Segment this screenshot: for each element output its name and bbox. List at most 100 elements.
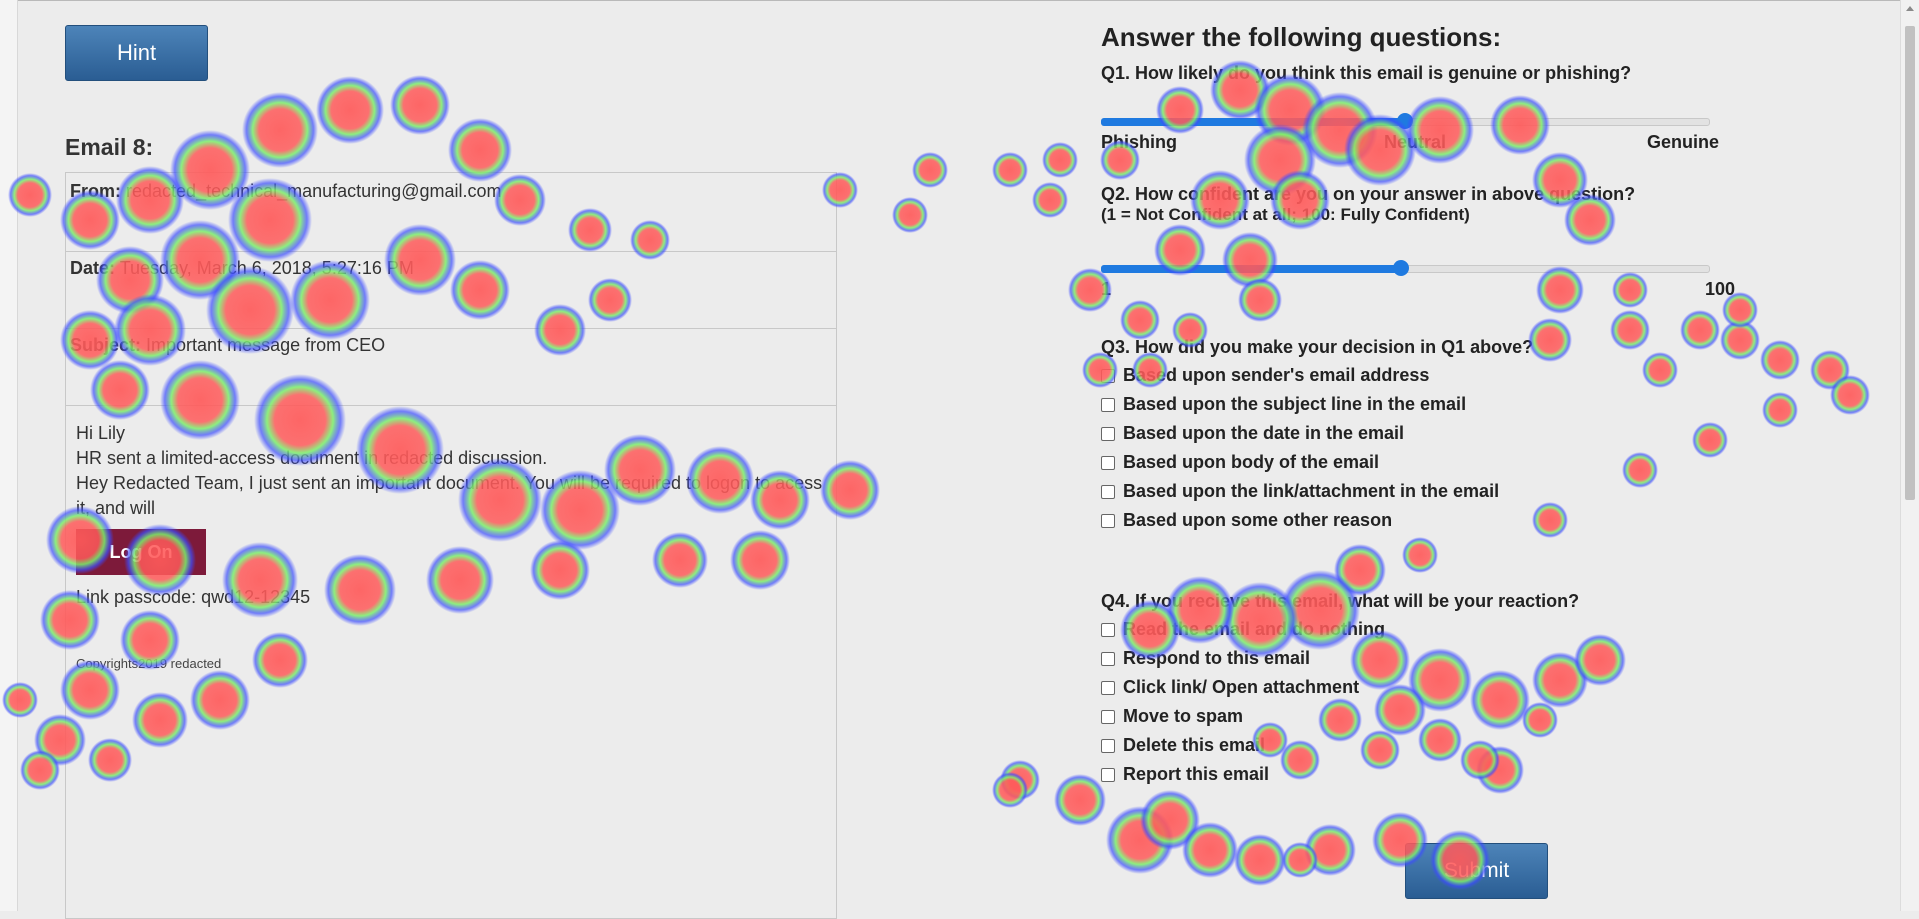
q3-option-checkbox[interactable] [1101,397,1115,412]
heatmap-blob [992,772,1028,808]
email-panel: From: redacted_technical_manufacturing@g… [65,172,837,919]
q3-label: Q3. How did you make your decision in Q1… [1101,337,1534,357]
vertical-scrollbar[interactable] [1900,0,1919,911]
logon-button[interactable]: Log On [76,529,206,575]
q1-slider[interactable] [1101,113,1710,129]
q3-option[interactable]: Based upon the subject line in the email [1101,390,1881,419]
q4-option-checkbox[interactable] [1101,651,1115,666]
q4-option-label: Report this email [1123,764,1270,784]
heatmap-blob [1304,824,1356,876]
heatmap-blob [1234,834,1286,886]
questions-title: Answer the following questions: [1101,22,1502,52]
q1-slider-knob[interactable] [1396,113,1413,129]
scrollbar-thumb[interactable] [1905,26,1915,500]
window-top-border [0,0,1919,1]
body-line: HR sent a limited-access document in red… [76,448,548,468]
heatmap-blob [1032,182,1068,218]
q4-option-label: Click link/ Open attachment [1123,677,1360,697]
email-from-row: From: redacted_technical_manufacturing@g… [66,173,836,252]
body-line: Hey Redacted Team, I just sent an import… [76,473,823,518]
q4-option-checkbox[interactable] [1101,622,1115,637]
q4-options: Read the email and do nothing Respond to … [1101,615,1881,789]
copyright-text: Copyrights2019 redacted [76,656,222,671]
email-heading: Email 8: [65,134,154,160]
q4-option-label: Delete this email [1123,735,1266,755]
q4-option[interactable]: Delete this email [1101,731,1881,760]
q4-option-label: Move to spam [1123,706,1244,726]
q2-scale-max: 100 [1705,279,1736,299]
q4-option-checkbox[interactable] [1101,738,1115,753]
q3-option-label: Based upon the date in the email [1123,423,1405,443]
link-passcode: Link passcode: qwd12-12345 [76,587,311,607]
q4-option[interactable]: Respond to this email [1101,644,1881,673]
q1-scale: Phishing Neutral Genuine [1101,132,1741,154]
q3-options: Based upon sender's email address Based u… [1101,361,1881,535]
hint-button[interactable]: Hint [65,25,208,81]
q3-option-label: Based upon the link/attachment in the em… [1123,481,1500,501]
q3-option-checkbox[interactable] [1101,426,1115,441]
heatmap-blob [992,152,1028,188]
from-label: From: [70,181,121,201]
q4-option[interactable]: Read the email and do nothing [1101,615,1881,644]
date-value: Tuesday, March 6, 2018, 5:27:16 PM [119,258,414,278]
subject-label: Subject: [70,335,142,355]
q1-scale-min: Phishing [1101,132,1177,152]
q2-scale: 1 100 [1101,279,1741,301]
from-value: redacted_technical_manufacturing@gmail.c… [126,181,502,201]
heatmap-blob [1000,760,1040,800]
q2-sublabel: (1 = Not Confident at all; 100: Fully Co… [1101,205,1470,224]
q4-option-label: Read the email and do nothing [1123,619,1386,639]
email-date-row: Date: Tuesday, March 6, 2018, 5:27:16 PM [66,252,836,329]
q3-option[interactable]: Based upon some other reason [1101,506,1881,535]
left-gutter [0,0,18,911]
q4-option[interactable]: Click link/ Open attachment [1101,673,1881,702]
heatmap-blob [242,92,318,168]
q3-option[interactable]: Based upon body of the email [1101,448,1881,477]
q4-option[interactable]: Report this email [1101,760,1881,789]
q4-option-checkbox[interactable] [1101,767,1115,782]
heatmap-blob [316,76,384,144]
scroll-up-arrow-icon[interactable] [1906,6,1914,11]
q4-option-checkbox[interactable] [1101,709,1115,724]
heatmap-blob [20,750,60,790]
q3-option-checkbox[interactable] [1101,368,1115,383]
heatmap-blob [1054,774,1106,826]
q2-slider[interactable] [1101,260,1710,276]
heatmap-blob [1282,842,1318,878]
q3-option[interactable]: Based upon sender's email address [1101,361,1881,390]
email-body: Hi Lily HR sent a limited-access documen… [76,421,836,610]
q3-option-checkbox[interactable] [1101,513,1115,528]
q4-option-checkbox[interactable] [1101,680,1115,695]
submit-button[interactable]: Submit [1405,843,1548,899]
q3-option-label: Based upon some other reason [1123,510,1393,530]
date-label: Date: [70,258,116,278]
heatmap-blob [912,152,948,188]
heatmap-blob [892,197,928,233]
q1-label: Q1. How likely do you think this email i… [1101,63,1632,83]
heatmap-blob [1182,822,1238,878]
q3-option-label: Based upon body of the email [1123,452,1380,472]
q3-option-label: Based upon the subject line in the email [1123,394,1467,414]
email-subject-row: Subject: Important message from CEO [66,329,836,406]
q1-scale-mid: Neutral [1384,132,1447,152]
q3-option[interactable]: Based upon the link/attachment in the em… [1101,477,1881,506]
q3-option-label: Based upon sender's email address [1123,365,1430,385]
q4-option-label: Respond to this email [1123,648,1311,668]
q2-slider-knob[interactable] [1393,260,1410,276]
q2-scale-min: 1 [1101,279,1112,299]
q1-scale-max: Genuine [1647,132,1720,152]
heatmap-blob [1042,142,1078,178]
questions-panel: Answer the following questions: Q1. How … [1101,22,1881,789]
q3-option-checkbox[interactable] [1101,484,1115,499]
heatmap-blob [1106,806,1174,874]
heatmap-blob [1140,790,1200,850]
q3-option[interactable]: Based upon the date in the email [1101,419,1881,448]
q4-label: Q4. If you recieve this email, what will… [1101,591,1580,611]
heatmap-blob [390,75,450,135]
q3-option-checkbox[interactable] [1101,455,1115,470]
subject-value: Important message from CEO [146,335,386,355]
q4-option[interactable]: Move to spam [1101,702,1881,731]
body-line: Hi Lily [76,423,126,443]
q1-slider-fill [1101,118,1405,126]
q2-label: Q2. How confident are you on your answer… [1101,184,1636,204]
